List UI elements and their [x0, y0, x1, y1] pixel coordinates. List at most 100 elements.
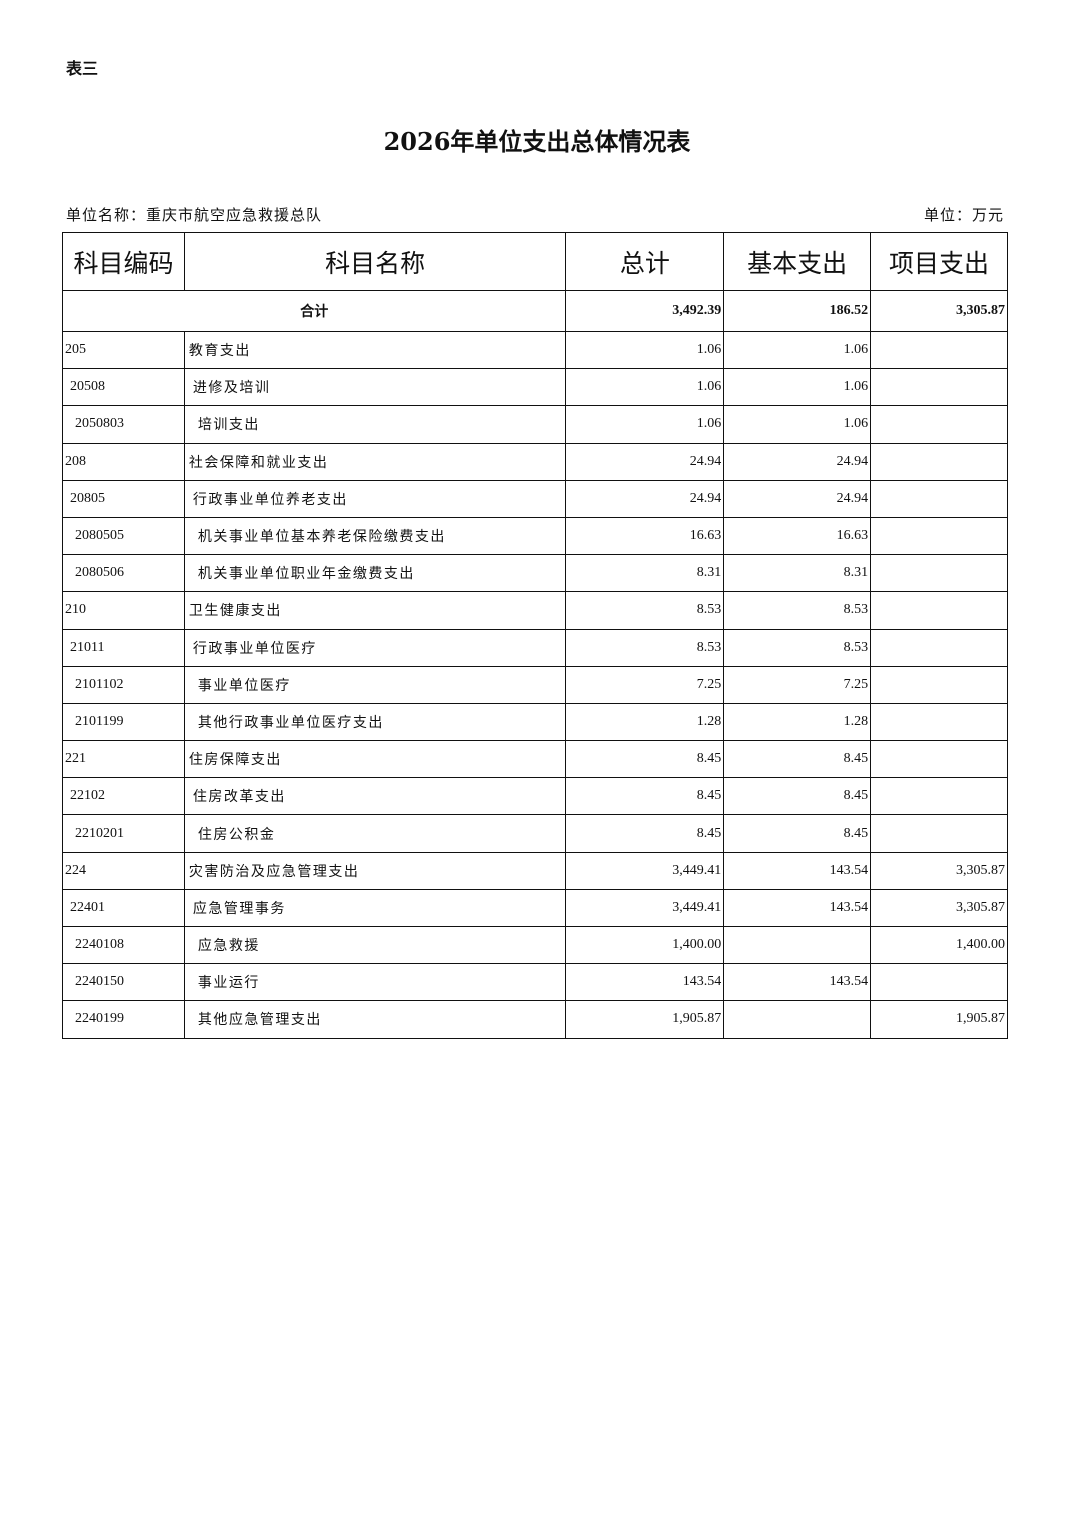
row-code: 208: [62, 442, 185, 481]
row-name: 住房公积金: [183, 814, 567, 853]
row-code: 2240150: [62, 963, 185, 1002]
header-row: 科目编码 科目名称 总计 基本支出 项目支出: [62, 232, 1008, 291]
row-basic: [723, 1000, 872, 1039]
row-name: 事业运行: [183, 963, 567, 1002]
row-basic: 1.28: [723, 702, 872, 742]
row-basic: 143.54: [723, 851, 872, 890]
row-total: 8.53: [565, 591, 725, 630]
row-project: [870, 330, 1008, 370]
row-project: [870, 777, 1008, 816]
row-code: 2101102: [62, 665, 185, 704]
total-total: 3,492.39: [565, 290, 725, 332]
table-row: 210 卫生健康支出 8.53 8.53: [62, 591, 1008, 630]
row-code: 205: [62, 330, 185, 370]
row-name: 卫生健康支出: [183, 591, 567, 630]
row-basic: 1.06: [723, 368, 872, 407]
table-row: 21011 行政事业单位医疗 8.53 8.53: [62, 628, 1008, 667]
row-code: 21011: [62, 628, 185, 667]
row-total: 24.94: [565, 479, 725, 518]
row-project: [870, 628, 1008, 667]
row-code: 2240199: [62, 1000, 185, 1039]
row-code: 2080506: [62, 554, 185, 593]
expenditure-table: 科目编码 科目名称 总计 基本支出 项目支出 合计 3,492.39 186.5…: [61, 232, 1008, 1039]
row-code: 20805: [62, 479, 185, 518]
row-project: [870, 665, 1008, 704]
row-code: 210: [62, 591, 185, 630]
row-code: 20508: [62, 368, 185, 407]
total-label: 合计: [61, 290, 567, 332]
row-basic: 8.31: [723, 554, 872, 593]
total-project: 3,305.87: [870, 290, 1008, 332]
row-name: 教育支出: [183, 330, 567, 370]
row-total: 1.06: [565, 405, 725, 444]
table-row: 221 住房保障支出 8.45 8.45: [62, 740, 1008, 779]
row-project: [870, 740, 1008, 779]
table-row: 2050803 培训支出 1.06 1.06: [62, 405, 1008, 444]
row-total: 3,449.41: [565, 888, 725, 928]
row-code: 2210201: [62, 814, 185, 853]
table-row: 22401 应急管理事务 3,449.41 143.54 3,305.87: [62, 888, 1008, 928]
row-total: 8.31: [565, 554, 725, 593]
row-basic: [723, 925, 872, 965]
header-name: 科目名称: [183, 232, 567, 291]
total-row: 合计 3,492.39 186.52 3,305.87: [61, 290, 1008, 332]
table-row: 22102 住房改革支出 8.45 8.45: [62, 777, 1008, 816]
row-code: 224: [62, 851, 185, 890]
row-total: 7.25: [565, 665, 725, 704]
row-project: [870, 814, 1008, 853]
row-code: 2050803: [62, 405, 185, 444]
row-code: 221: [62, 740, 185, 779]
row-total: 1,905.87: [565, 1000, 725, 1039]
header-project: 项目支出: [870, 232, 1008, 291]
row-project: [870, 368, 1008, 407]
row-name: 行政事业单位医疗: [183, 628, 567, 667]
row-basic: 8.45: [723, 740, 872, 779]
table-row: 2210201 住房公积金 8.45 8.45: [62, 814, 1008, 853]
row-name: 机关事业单位基本养老保险缴费支出: [183, 516, 567, 556]
row-project: [870, 591, 1008, 630]
row-project: 1,400.00: [870, 925, 1008, 965]
row-total: 143.54: [565, 963, 725, 1002]
row-project: [870, 516, 1008, 556]
row-basic: 24.94: [723, 479, 872, 518]
row-project: [870, 479, 1008, 518]
row-total: 24.94: [565, 442, 725, 481]
row-name: 其他行政事业单位医疗支出: [183, 702, 567, 742]
row-basic: 8.53: [723, 591, 872, 630]
table-row: 2240199 其他应急管理支出 1,905.87 1,905.87: [62, 1000, 1008, 1039]
table-row: 2240108 应急救援 1,400.00 1,400.00: [62, 925, 1008, 965]
row-name: 行政事业单位养老支出: [183, 479, 567, 518]
table-row: 2240150 事业运行 143.54 143.54: [62, 963, 1008, 1002]
header-basic: 基本支出: [723, 232, 872, 291]
row-total: 8.45: [565, 740, 725, 779]
row-name: 住房改革支出: [183, 777, 567, 816]
row-total: 1.06: [565, 368, 725, 407]
row-name: 灾害防治及应急管理支出: [183, 851, 567, 890]
row-name: 进修及培训: [183, 368, 567, 407]
table-row: 2080505 机关事业单位基本养老保险缴费支出 16.63 16.63: [62, 516, 1008, 556]
table-row: 20805 行政事业单位养老支出 24.94 24.94: [62, 479, 1008, 518]
row-code: 2080505: [62, 516, 185, 556]
page-title: 2026年单位支出总体情况表: [383, 127, 691, 156]
table-row: 20508 进修及培训 1.06 1.06: [62, 368, 1008, 407]
row-basic: 16.63: [723, 516, 872, 556]
header-total: 总计: [565, 232, 725, 291]
row-basic: 8.45: [723, 814, 872, 853]
row-project: 1,905.87: [870, 1000, 1008, 1039]
row-name: 应急救援: [183, 925, 567, 965]
table-row: 2101199 其他行政事业单位医疗支出 1.28 1.28: [62, 702, 1008, 742]
row-name: 住房保障支出: [183, 740, 567, 779]
row-code: 22401: [62, 888, 185, 928]
row-total: 1.06: [565, 330, 725, 370]
row-project: [870, 442, 1008, 481]
row-basic: 1.06: [723, 405, 872, 444]
row-name: 培训支出: [183, 405, 567, 444]
row-name: 其他应急管理支出: [183, 1000, 567, 1039]
row-project: [870, 963, 1008, 1002]
table-row: 2101102 事业单位医疗 7.25 7.25: [62, 665, 1008, 704]
row-total: 1.28: [565, 702, 725, 742]
currency-unit: 单位：万元: [923, 206, 1004, 224]
row-total: 1,400.00: [565, 925, 725, 965]
row-basic: 8.45: [723, 777, 872, 816]
row-code: 22102: [62, 777, 185, 816]
